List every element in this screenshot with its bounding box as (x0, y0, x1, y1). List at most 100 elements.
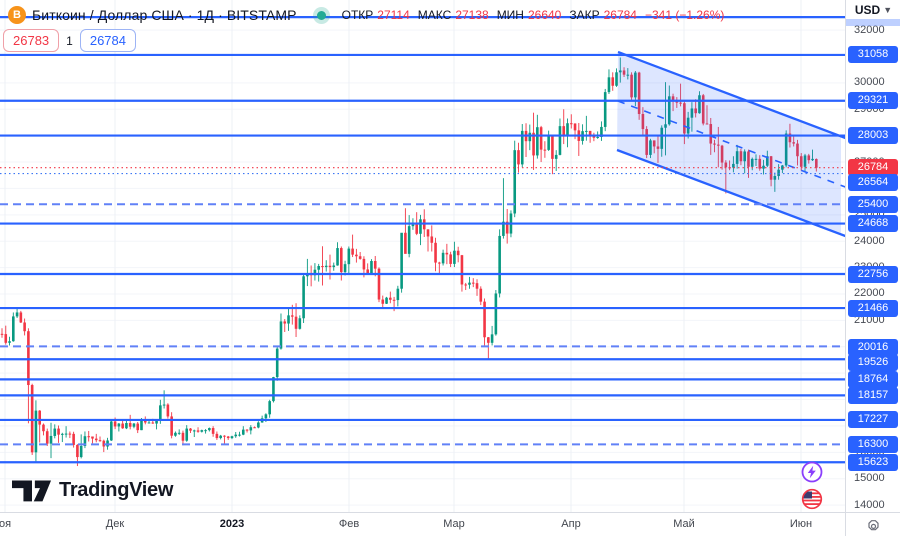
tradingview-logo-text: TradingView (59, 478, 174, 501)
candle-body (151, 422, 155, 424)
candle-body (162, 404, 166, 406)
candles-layer (0, 57, 818, 467)
candle-body (204, 430, 207, 432)
candle-body (679, 102, 682, 104)
price-level-badge: 29321 (848, 92, 898, 110)
candle-body (313, 269, 317, 276)
sell-button[interactable]: 26783 (3, 29, 60, 52)
price-level-badge: 24668 (848, 215, 898, 233)
price-level-badge: 28003 (848, 127, 898, 145)
candle-body (784, 133, 788, 166)
price-chart[interactable] (0, 0, 845, 512)
candle-body (773, 176, 777, 180)
candle-body (113, 421, 117, 427)
candle-body (324, 265, 328, 268)
currency-dropdown[interactable]: USD ▼ (846, 0, 900, 19)
candle-body (611, 77, 615, 86)
bitcoin-icon: B (8, 6, 26, 24)
candle-body (181, 432, 185, 441)
candle-body (558, 126, 562, 155)
candle-body (166, 404, 170, 417)
candle-body (38, 410, 41, 425)
candle-body (234, 434, 238, 437)
candle-body (249, 427, 253, 431)
candle-body (192, 430, 196, 432)
candle-body (660, 127, 664, 149)
buy-button[interactable]: 26784 (79, 29, 136, 52)
candle-body (159, 405, 162, 421)
open-value: 27114 (377, 8, 410, 22)
candle-body (61, 433, 64, 435)
candle-body (385, 297, 388, 304)
candle-body (690, 108, 694, 118)
time-tick-label: Фев (338, 518, 360, 530)
channel-upper-line[interactable] (617, 50, 845, 140)
candle-body (226, 436, 230, 439)
candle-body (347, 248, 351, 265)
candle-body (340, 248, 343, 273)
candle-body (803, 155, 807, 167)
candle-body (532, 132, 535, 156)
currency-label: USD (854, 2, 881, 17)
candle-body (453, 250, 456, 264)
candle-body (419, 219, 422, 234)
price-axis[interactable]: 3200030000290002800027000260002500024000… (845, 0, 900, 536)
gear-icon[interactable] (866, 518, 881, 533)
tradingview-logo[interactable]: TradingView (12, 477, 173, 503)
symbol-title[interactable]: Биткоин / Доллар США · 1Д · BITSTAMP (32, 7, 297, 23)
candle-body (479, 288, 483, 302)
candle-body (411, 224, 415, 227)
candle-body (185, 428, 189, 441)
market-status-dot[interactable] (316, 10, 326, 20)
candle-body (475, 283, 479, 289)
candle-body (502, 221, 505, 236)
price-level-badge: 18764 (848, 370, 898, 388)
price-tick-label: 14000 (854, 498, 885, 511)
candle-body (298, 318, 302, 329)
candle-body (430, 236, 434, 243)
candle-body (253, 427, 256, 429)
candle-body (754, 158, 758, 160)
candle-body (68, 433, 72, 435)
candle-body (777, 169, 780, 177)
price-level-badge: 26564 (848, 173, 898, 191)
candle-body (671, 96, 675, 101)
candle-body (128, 423, 132, 427)
candle-body (215, 433, 219, 439)
candle-body (686, 117, 690, 134)
candle-body (336, 248, 339, 266)
candle-body (468, 282, 471, 285)
spread-value: 1 (66, 33, 73, 48)
candle-body (683, 103, 686, 134)
candle-body (275, 348, 279, 378)
candle-body (343, 264, 347, 273)
candle-body (53, 428, 57, 436)
chart-legend: B Биткоин / Доллар США · 1Д · BITSTAMP О… (8, 6, 724, 24)
lightning-button[interactable] (801, 461, 823, 488)
candle-body (373, 260, 377, 269)
candle-body (698, 95, 701, 114)
candle-body (264, 414, 268, 419)
candle-body (554, 154, 558, 159)
candle-body (441, 252, 445, 264)
quote-row: 26783 1 26784 (3, 29, 136, 52)
low-label: МИН (496, 8, 524, 22)
candle-body (362, 258, 366, 270)
high-label: МАКС (417, 8, 452, 22)
candle-body (415, 224, 418, 234)
price-level-badge: 25400 (848, 195, 898, 213)
candle-body (769, 156, 773, 180)
candle-body (649, 140, 652, 155)
current-price-badge: 26784 (848, 159, 898, 177)
time-axis[interactable]: оя Дек 2023 Фев Мар Апр Май Июн (0, 512, 845, 536)
axis-settings-corner[interactable] (845, 512, 900, 536)
chevron-down-icon: ▼ (883, 4, 893, 15)
economic-events-button[interactable] (801, 488, 823, 515)
time-tick-label: Июн (789, 518, 813, 530)
candle-body (117, 423, 121, 427)
candle-body (317, 266, 320, 270)
candle-body (634, 72, 637, 98)
close-value: 26784 (603, 8, 637, 22)
time-tick-label: Апр (561, 518, 581, 530)
